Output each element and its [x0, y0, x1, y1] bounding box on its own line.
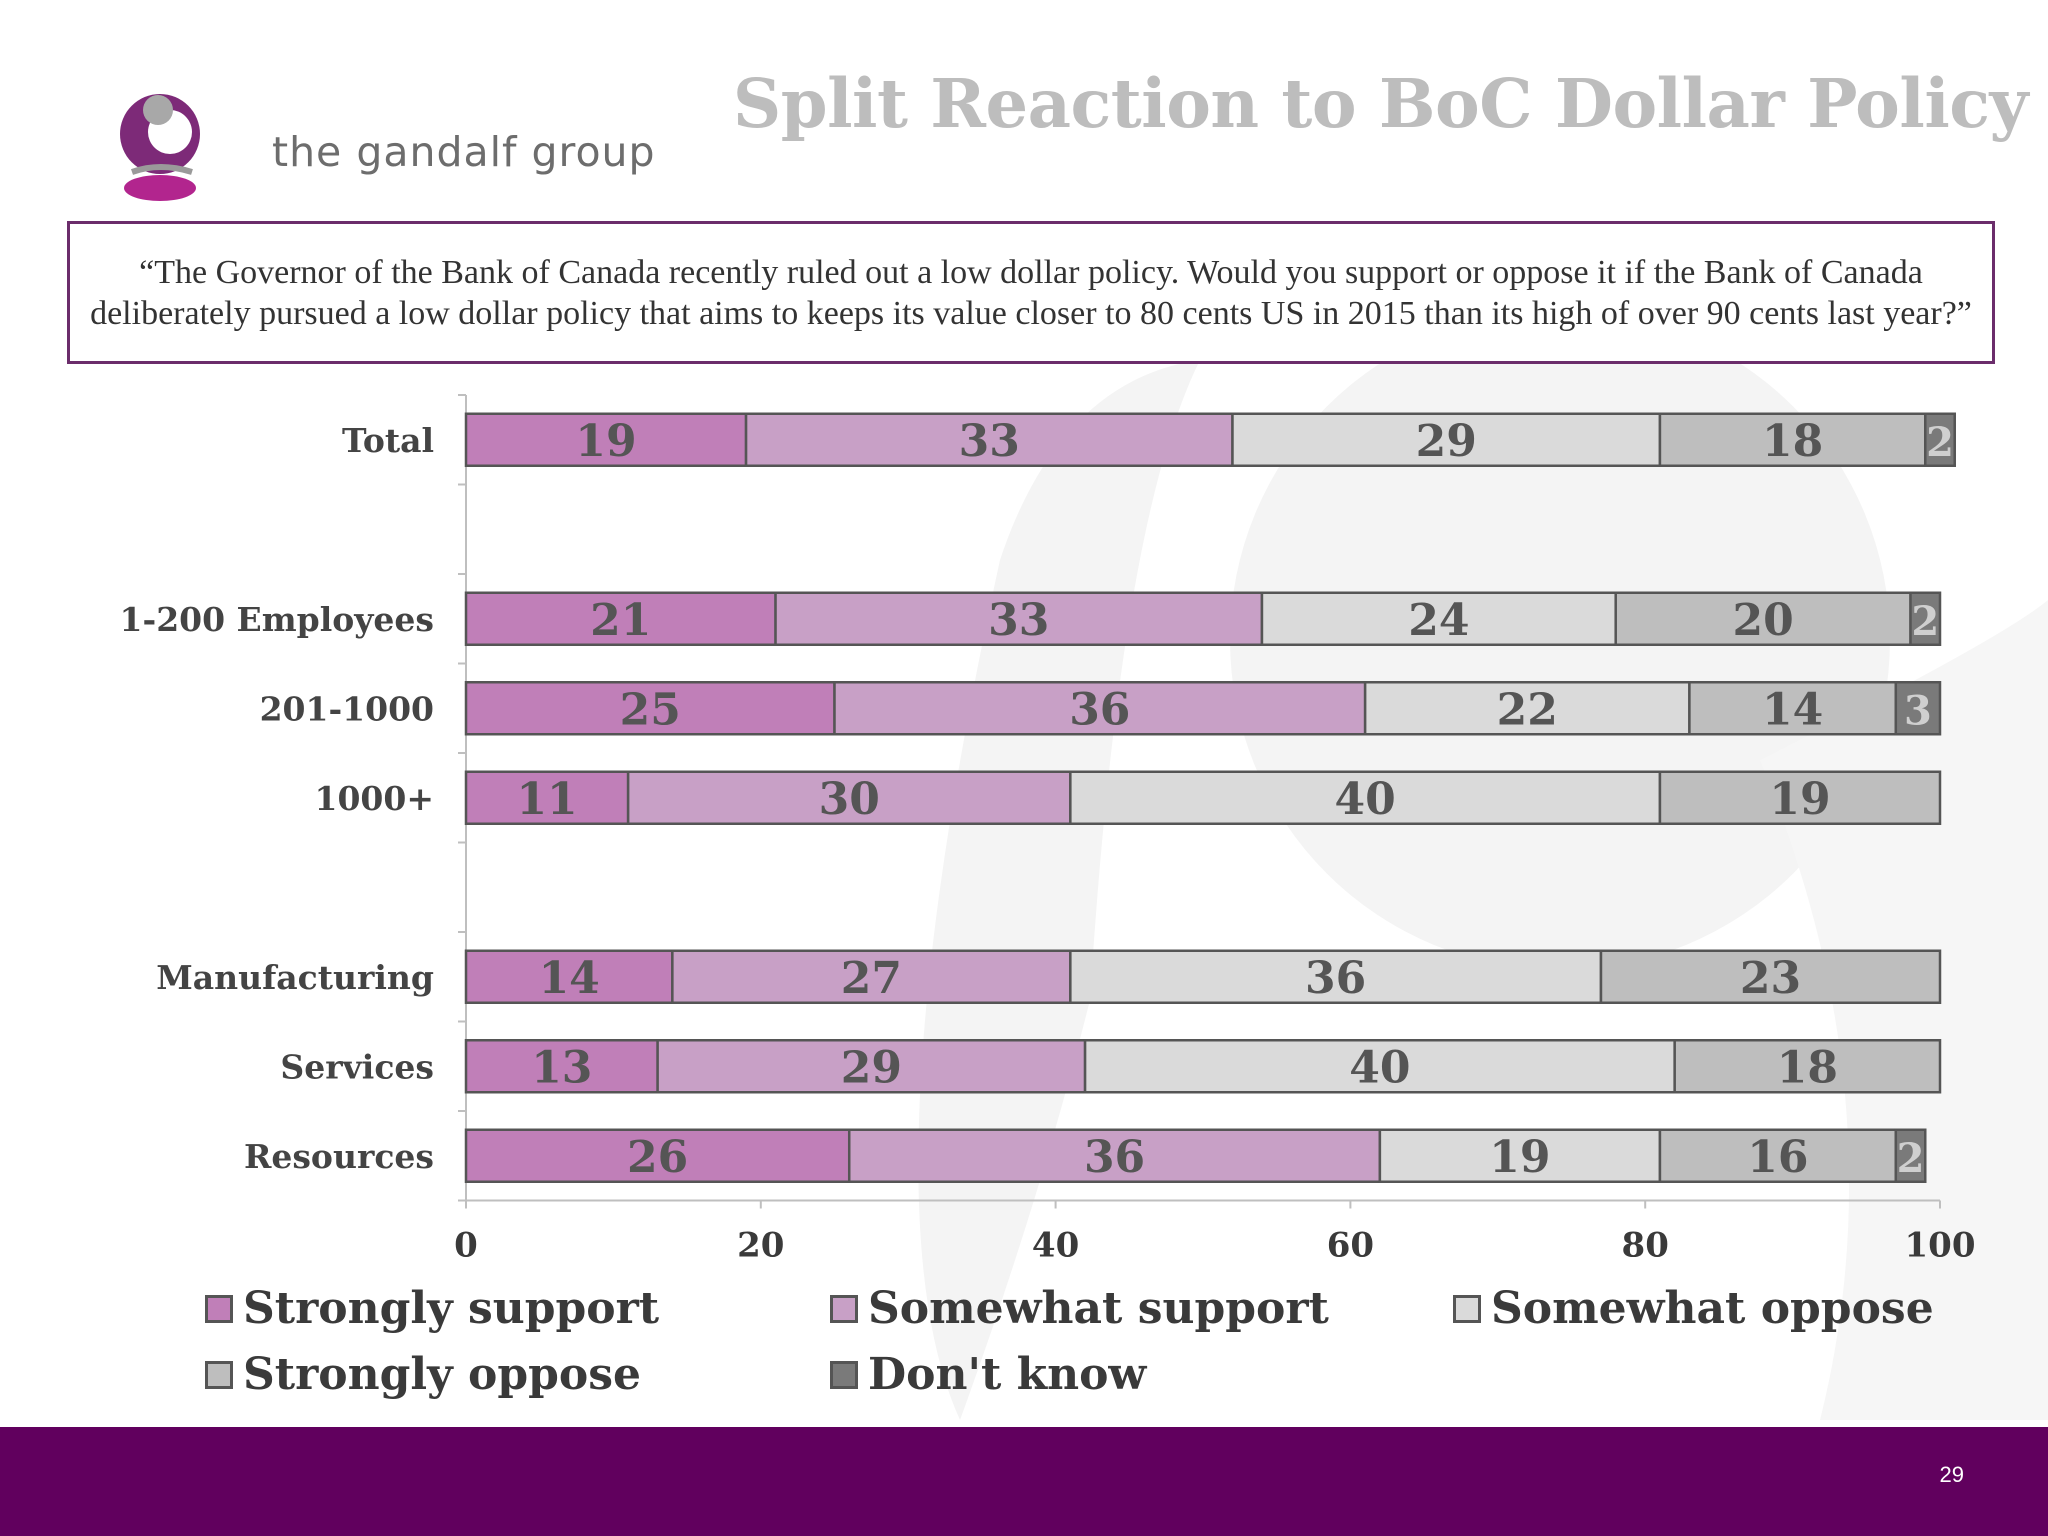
bar-segment: [1083, 1039, 1676, 1094]
data-label: 18: [1777, 1042, 1838, 1093]
chart-legend: Strongly support Somewhat support Somewhat…: [205, 1283, 2005, 1423]
x-tick-label: 100: [1905, 1226, 1976, 1266]
category-label: 201-1000: [260, 689, 434, 728]
data-label: 40: [1335, 774, 1396, 825]
legend-label: Strongly oppose: [243, 1349, 641, 1400]
data-label: 24: [1408, 595, 1469, 646]
legend-swatch: [1453, 1294, 1481, 1323]
data-label: 14: [1762, 684, 1823, 735]
legend-swatch: [830, 1294, 858, 1323]
data-label: 19: [575, 416, 636, 467]
bar-segment: [1673, 1039, 1942, 1094]
data-label: 29: [1416, 416, 1477, 467]
data-label: 14: [539, 953, 600, 1004]
legend-item: Don't know: [830, 1349, 1146, 1400]
bar-segment: [656, 1039, 1087, 1094]
data-label: 3: [1904, 687, 1932, 734]
category-label: Total: [342, 421, 434, 460]
legend-label: Don't know: [868, 1349, 1147, 1400]
legend-item: Somewhat oppose: [1453, 1283, 1934, 1334]
bar-segment: [1658, 412, 1927, 467]
data-label: 27: [841, 953, 902, 1004]
data-label: 22: [1497, 684, 1558, 735]
bar-segment: [1894, 1128, 1927, 1183]
category-label: Resources: [244, 1137, 434, 1176]
data-label: 30: [819, 774, 880, 825]
legend-item: Strongly support: [205, 1283, 659, 1334]
bar-segment: [1599, 949, 1942, 1004]
bar-segment: [464, 412, 748, 467]
data-label: 18: [1762, 416, 1823, 467]
bar-segment: [847, 1128, 1382, 1183]
category-label: Services: [280, 1047, 434, 1086]
bar-segment: [464, 1039, 659, 1094]
bar-segment: [1658, 770, 1942, 825]
data-label: 23: [1740, 953, 1801, 1004]
bar-segment: [464, 681, 836, 736]
bar-segment: [464, 949, 674, 1004]
data-label: 11: [516, 774, 577, 825]
bar-segment: [1231, 412, 1662, 467]
data-label: 29: [841, 1042, 902, 1093]
data-label: 33: [959, 416, 1020, 467]
legend-label: Somewhat oppose: [1491, 1283, 1934, 1334]
data-label: 21: [590, 595, 651, 646]
brand-name: the gandalf group: [272, 128, 656, 176]
legend-swatch: [830, 1360, 858, 1389]
data-label: 2: [1911, 598, 1939, 645]
bar-segment: [464, 770, 630, 825]
legend-label: Somewhat support: [868, 1283, 1329, 1334]
bar-segment: [1894, 681, 1942, 736]
legend-swatch: [205, 1294, 233, 1323]
x-tick-label: 60: [1327, 1226, 1374, 1266]
data-label: 19: [1769, 774, 1830, 825]
category-label: Manufacturing: [156, 958, 434, 997]
bar-segment: [833, 681, 1367, 736]
data-label: 36: [1084, 1132, 1145, 1183]
data-label: 20: [1733, 595, 1794, 646]
legend-label: Strongly support: [243, 1283, 660, 1334]
data-label: 2: [1897, 1135, 1925, 1182]
bar-segment: [1658, 1128, 1898, 1183]
footer-bar: [0, 1427, 2048, 1536]
data-label: 36: [1305, 953, 1366, 1004]
x-tick-label: 20: [737, 1226, 784, 1266]
bar-segment: [1378, 1128, 1662, 1183]
bar-segment: [1909, 591, 1942, 646]
x-tick-label: 80: [1622, 1226, 1669, 1266]
gandalf-logo: [100, 94, 200, 201]
data-label: 26: [627, 1132, 688, 1183]
bar-segment: [1688, 681, 1898, 736]
data-label: 40: [1349, 1042, 1410, 1093]
bar-segment: [1069, 949, 1603, 1004]
category-label: 1000+: [315, 779, 435, 818]
x-tick-label: 40: [1032, 1226, 1079, 1266]
bar-segment: [464, 1128, 851, 1183]
bar-segment: [1924, 412, 1956, 467]
data-label: 19: [1489, 1132, 1550, 1183]
data-label: 13: [531, 1042, 592, 1093]
data-label: 33: [988, 595, 1049, 646]
x-tick-label: 0: [454, 1226, 478, 1266]
bar-segment: [1069, 770, 1662, 825]
category-label: 1-200 Employees: [120, 600, 434, 639]
slide-title: Split Reaction to BoC Dollar Policy: [732, 64, 2029, 143]
question-text: “The Governor of the Bank of Canada rece…: [90, 253, 1972, 332]
legend-swatch: [205, 1360, 233, 1389]
page-number: 29: [1939, 1462, 1964, 1487]
bar-segment: [774, 591, 1264, 646]
bar-segment: [1260, 591, 1617, 646]
data-label: 16: [1747, 1132, 1808, 1183]
bar-segment: [464, 591, 777, 646]
bar-segment: [671, 949, 1072, 1004]
legend-item: Somewhat support: [830, 1283, 1329, 1334]
data-label: 36: [1069, 684, 1130, 735]
legend-item: Strongly oppose: [205, 1349, 641, 1400]
question-box: “The Governor of the Bank of Canada rece…: [67, 221, 1995, 364]
data-label: 2: [1926, 419, 1954, 466]
data-label: 25: [620, 684, 681, 735]
bar-segment: [1614, 591, 1912, 646]
